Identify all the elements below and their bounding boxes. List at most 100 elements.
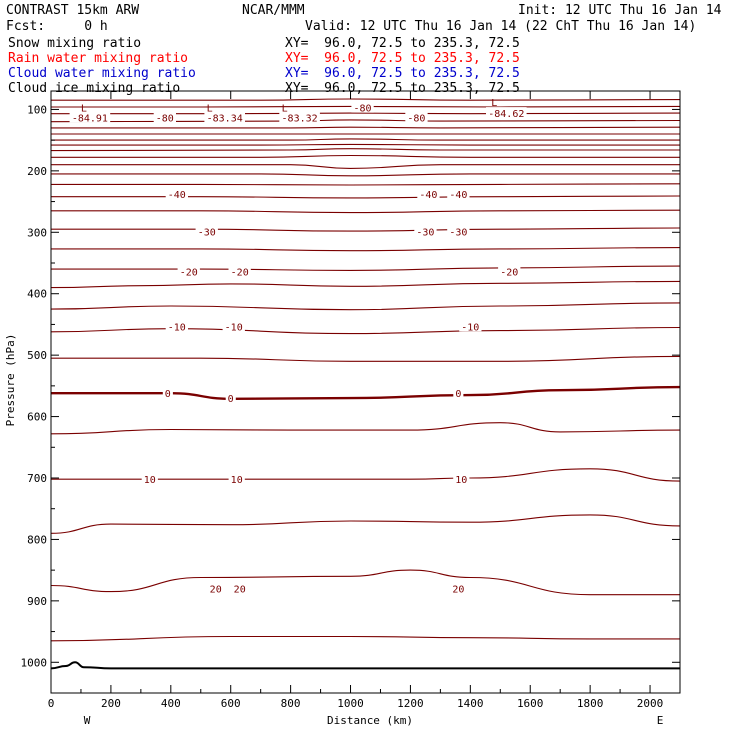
contour-label-7: -40 [168,190,186,201]
contour-label-bg-10 [195,225,218,237]
y-tick-label-9: 1000 [21,656,48,669]
contour-label-bg-14 [228,265,251,277]
contour-label-25: 20 [210,585,222,596]
contour-label-6: -84.62 [488,109,524,120]
plot-area: -84.91 -80 -83.34 -83.32 -80 -80 -84.62 -40 -40 -… [21,90,681,710]
isotherm-line-17 [51,247,681,252]
contour-label-19: 0 [165,389,171,400]
contour-label-24: 10 [455,475,467,486]
contour-label-bg-25 [207,582,224,594]
y-tick-label-8: 900 [27,595,47,608]
chart-org: NCAR/MMM [242,3,305,18]
contour-label-10: -30 [198,228,216,239]
isotherm-line-2 [51,105,681,108]
y-tick-label-2: 300 [27,226,47,239]
isotherm-line-19 [50,280,681,289]
contour-label-bg-16 [165,320,188,332]
contour-label-bg-21 [453,387,464,399]
contour-label-bg-11 [414,225,437,237]
contour-label-1: -80 [156,113,174,124]
contour-label-bg-3 [279,111,320,123]
x-tick-label-10: 2000 [637,697,664,710]
contour-label-bg-0 [69,111,111,123]
contour-label-9: -40 [449,190,467,201]
x-tick-label-0: 0 [48,697,55,710]
field-snow-xy: XY= 96.0, 72.5 to 235.3, 72.5 [285,36,520,51]
contour-label-bg-23 [228,473,245,485]
low-marker-2: L [282,104,288,115]
contour-label-bg-7 [165,188,188,200]
isotherm-line-8 [50,143,680,146]
chart-forecast-hour: Fcst: 0 h [6,19,108,34]
contour-label-bg-15 [498,265,521,277]
contour-label-26: 20 [234,585,246,596]
contour-label-16: -10 [168,322,186,333]
isotherm-line-23 [51,385,681,401]
low-marker-0: L [81,104,87,115]
contour-label-bg-19 [162,387,173,399]
isotherm-line-13 [50,183,681,186]
contour-label-bg-2 [204,111,245,123]
contour-label-8: -40 [419,190,437,201]
low-marker-1: L [207,104,213,115]
contour-label-14: -20 [231,268,249,279]
contour-label-bg-13 [177,265,200,277]
field-cloud-water-xy: XY= 96.0, 72.5 to 235.3, 72.5 [285,66,520,81]
x-axis-label: Distance (km) [327,714,413,727]
field-cloud-ice-xy: XY= 96.0, 72.5 to 235.3, 72.5 [285,81,520,96]
contour-label-bg-27 [450,582,467,594]
isotherm-line-12 [51,173,680,177]
contour-label-5: -80 [407,113,425,124]
field-snow-label: Snow mixing ratio [8,36,141,51]
x-tick-label-7: 1400 [457,697,484,710]
isotherm-line-25 [51,468,681,482]
y-tick-label-4: 500 [27,349,47,362]
chart-model-title: CONTRAST 15km ARW [6,3,139,18]
low-marker-3: L [491,98,497,109]
isotherm-line-11 [51,164,680,169]
x-tick-label-6: 1200 [397,697,424,710]
contour-label-bg-18 [459,320,482,332]
y-tick-label-1: 200 [27,165,47,178]
x-tick-label-9: 1800 [577,697,604,710]
contour-label-15: -20 [500,268,518,279]
y-tick-label-7: 800 [27,533,47,546]
isotherm-line-27 [50,569,680,596]
x-tick-label-2: 400 [161,697,181,710]
contour-label-27: 20 [452,585,464,596]
contour-label-bg-17 [222,320,245,332]
field-rain-xy: XY= 96.0, 72.5 to 235.3, 72.5 [285,51,520,66]
contour-label-13: -20 [180,268,198,279]
isotherm-line-1 [51,98,681,101]
chart-init-time: Init: 12 UTC Thu 16 Jan 14 [518,3,722,18]
contour-label-17: -10 [225,322,243,333]
isotherm-line-9 [50,148,680,152]
contour-label-bg-24 [453,473,470,485]
contour-label-bg-22 [141,473,158,485]
isotherm-line-4 [50,119,681,123]
isotherm-line-5 [51,126,681,129]
contour-label-4: -80 [353,104,371,115]
field-cloud-water-label: Cloud water mixing ratio [8,66,196,81]
isotherm-line-28 [50,635,680,642]
x-tick-label-8: 1600 [517,697,544,710]
contour-label-bg-1 [153,111,176,123]
contour-label-bg-5 [405,111,428,123]
y-tick-label-6: 700 [27,472,47,485]
contour-label-bg-26 [231,582,248,594]
contour-label-22: 10 [144,475,156,486]
contour-label-bg-12 [447,225,470,237]
isotherm-line-26 [50,514,681,534]
contour-label-2: -83.34 [207,113,243,124]
contour-label-21: 0 [455,389,461,400]
contour-label-bg-8 [417,188,440,200]
chart-valid-time: Valid: 12 UTC Thu 16 Jan 14 (22 ChT Thu … [305,19,696,34]
plot-frame [50,90,681,694]
isotherm-line-14 [51,195,681,199]
isotherm-line-10 [50,154,680,158]
contour-label-3: -83.32 [282,113,318,124]
isotherm-line-24 [50,422,681,435]
isotherm-line-7 [51,138,680,141]
contour-label-0: -84.91 [72,113,108,124]
